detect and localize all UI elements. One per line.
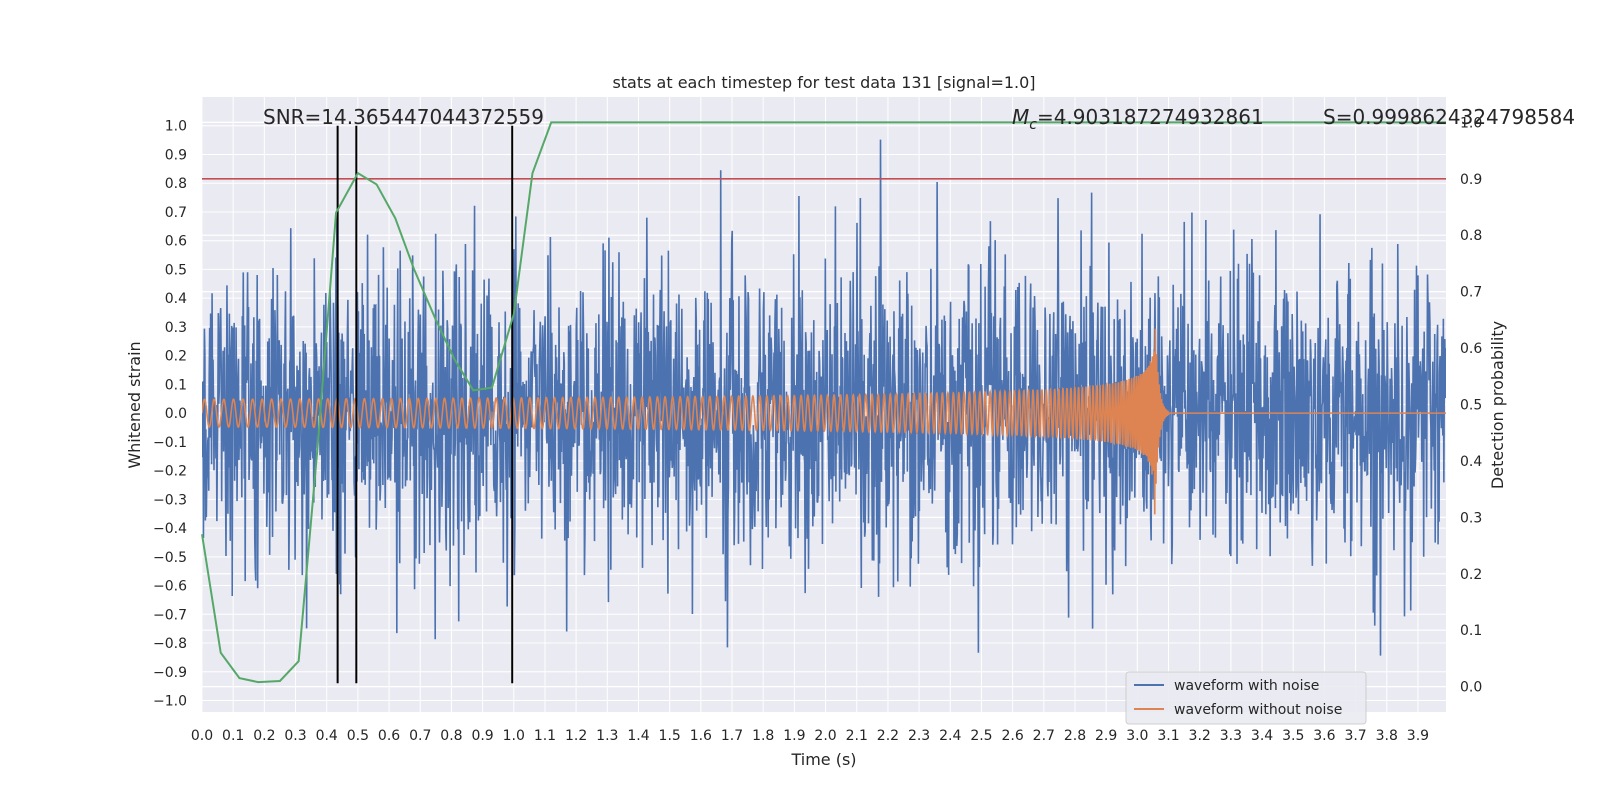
x-tick-label: 0.1 <box>222 728 244 744</box>
y-tick-label: −0.7 <box>153 607 187 623</box>
y-tick-label: 1.0 <box>165 119 187 135</box>
y-axis-label: Whitened strain <box>125 341 144 468</box>
x-tick-label: 1.5 <box>659 728 681 744</box>
y-tick-label: 0.2 <box>165 349 187 365</box>
x-tick-label: 1.2 <box>565 728 587 744</box>
y-tick-label: −0.9 <box>153 665 187 681</box>
y2-tick-label: 0.7 <box>1460 285 1482 301</box>
y-tick-label: −0.5 <box>153 550 187 566</box>
y-tick-label: 0.1 <box>165 377 187 393</box>
y2-tick-label: 0.8 <box>1460 228 1482 244</box>
x-tick-label: 1.3 <box>596 728 618 744</box>
x-axis-label: Time (s) <box>790 750 856 769</box>
series-layer <box>202 139 1446 656</box>
x-tick-label: 2.4 <box>939 728 961 744</box>
y-tick-label: 0.6 <box>165 234 187 250</box>
x-tick-label: 2.3 <box>908 728 930 744</box>
series-line-waveform-without-noise <box>202 328 1446 515</box>
series-line-waveform-with-noise <box>202 139 1446 656</box>
y-tick-label: −1.0 <box>153 694 187 710</box>
score-annotation: S=0.9998624324798584 <box>1323 105 1575 129</box>
x-tick-label: 0.4 <box>316 728 338 744</box>
y2-axis-label: Detection probability <box>1488 321 1507 489</box>
x-tick-label: 3.0 <box>1126 728 1148 744</box>
legend-box <box>1125 671 1367 725</box>
y2-tick-label: 0.9 <box>1460 172 1482 188</box>
x-tick-label: 3.1 <box>1157 728 1179 744</box>
x-tick-label: 0.0 <box>191 728 213 744</box>
legend-label-clean: waveform without noise <box>1174 702 1342 718</box>
chirp-mass-annotation: Mc=4.903187274932861 <box>1012 105 1264 133</box>
x-tick-label: 2.6 <box>1001 728 1023 744</box>
legend-label-noise: waveform with noise <box>1174 678 1319 694</box>
y2-axis-ticks: 1.0 0.9 0.8 0.7 0.6 0.5 0.4 0.3 0.2 0.1 0.0 <box>1460 115 1482 695</box>
y2-tick-label: 0.1 <box>1460 623 1482 639</box>
y-axis-ticks: 1.0 0.9 0.8 0.7 0.6 0.5 0.4 0.3 0.2 0.1 0.0 −0.1 −0.… <box>153 119 187 710</box>
snr-annotation: SNR=14.365447044372559 <box>263 105 544 129</box>
y-tick-label: 0.4 <box>165 291 187 307</box>
y-tick-label: 0.9 <box>165 147 187 163</box>
x-tick-label: 1.8 <box>752 728 774 744</box>
x-tick-label: 3.3 <box>1220 728 1242 744</box>
x-tick-label: 1.6 <box>690 728 712 744</box>
x-tick-label: 2.1 <box>846 728 868 744</box>
y-tick-label: 0.7 <box>165 205 187 221</box>
x-tick-label: 2.5 <box>970 728 992 744</box>
x-tick-label: 1.4 <box>627 728 649 744</box>
y-tick-label: −0.8 <box>153 636 187 652</box>
x-tick-label: 0.9 <box>471 728 493 744</box>
y-tick-label: −0.1 <box>153 435 187 451</box>
y2-tick-label: 0.5 <box>1460 398 1482 414</box>
x-tick-label: 0.3 <box>284 728 306 744</box>
y-tick-label: −0.6 <box>153 579 187 595</box>
y-tick-label: 0.5 <box>165 262 187 278</box>
x-tick-label: 0.5 <box>347 728 369 744</box>
x-tick-label: 0.2 <box>253 728 275 744</box>
x-tick-label: 1.1 <box>534 728 556 744</box>
x-tick-label: 3.5 <box>1282 728 1304 744</box>
x-tick-label: 2.7 <box>1033 728 1055 744</box>
y-tick-label: 0.8 <box>165 176 187 192</box>
legend: waveform with noise waveform without noi… <box>1125 671 1367 725</box>
chart-title: stats at each timestep for test data 131… <box>612 73 1035 92</box>
y2-tick-label: 0.3 <box>1460 510 1482 526</box>
x-tick-label: 0.6 <box>378 728 400 744</box>
x-tick-label: 2.8 <box>1064 728 1086 744</box>
y-tick-label: −0.2 <box>153 464 187 480</box>
chirp-mass-value: =4.903187274932861 <box>1037 105 1264 129</box>
x-tick-label: 3.7 <box>1344 728 1366 744</box>
y-tick-label: 0.3 <box>165 320 187 336</box>
x-tick-label: 3.6 <box>1313 728 1335 744</box>
y2-tick-label: 1.0 <box>1460 115 1482 131</box>
x-tick-label: 2.9 <box>1095 728 1117 744</box>
x-axis-ticks: 0.0 0.1 0.2 0.3 0.4 0.5 0.6 0.7 0.8 0.9 1.0 1.1 1.2 1… <box>191 728 1429 744</box>
x-tick-label: 1.9 <box>783 728 805 744</box>
chirp-mass-symbol: M <box>1012 105 1029 129</box>
x-tick-label: 3.8 <box>1376 728 1398 744</box>
x-tick-label: 2.2 <box>877 728 899 744</box>
y-tick-label: −0.4 <box>153 521 187 537</box>
y2-tick-label: 0.6 <box>1460 341 1482 357</box>
y-tick-label: 0.0 <box>165 406 187 422</box>
x-tick-label: 1.7 <box>721 728 743 744</box>
y2-tick-label: 0.2 <box>1460 567 1482 583</box>
y-tick-label: −0.3 <box>153 492 187 508</box>
chirp-mass-subscript: c <box>1029 117 1037 133</box>
x-tick-label: 3.9 <box>1407 728 1429 744</box>
x-tick-label: 3.4 <box>1251 728 1273 744</box>
x-tick-label: 1.0 <box>503 728 525 744</box>
x-tick-label: 0.7 <box>409 728 431 744</box>
y2-tick-label: 0.0 <box>1460 680 1482 696</box>
y2-tick-label: 0.4 <box>1460 454 1482 470</box>
x-tick-label: 0.8 <box>440 728 462 744</box>
x-tick-label: 2.0 <box>814 728 836 744</box>
series-line-detection-probability <box>201 121 1446 684</box>
x-tick-label: 3.2 <box>1189 728 1211 744</box>
